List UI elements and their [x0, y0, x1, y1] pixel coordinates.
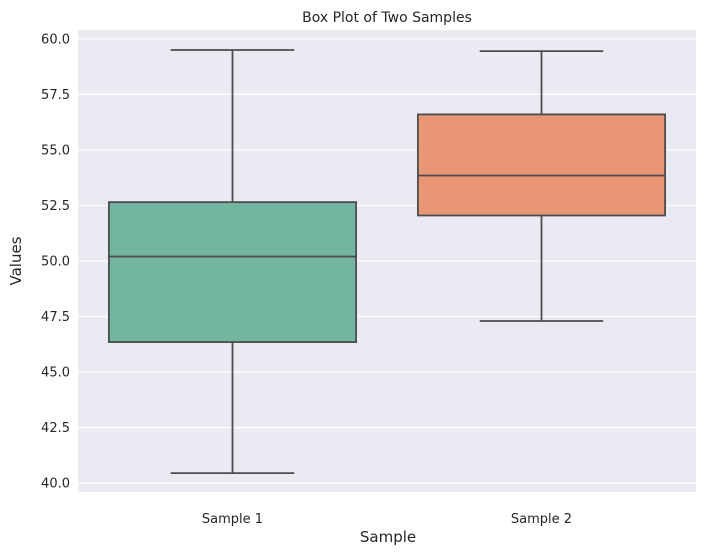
y-tick-label: 57.5 [41, 88, 70, 103]
y-tick-label: 55.0 [41, 143, 70, 158]
y-tick-label: 50.0 [41, 255, 70, 270]
box-group [416, 50, 666, 322]
x-tick-label: Sample 1 [202, 512, 263, 527]
y-tick-label: 47.5 [41, 310, 70, 325]
y-tick-label: 42.5 [41, 421, 70, 436]
boxes [108, 49, 666, 475]
y-tick-label: 52.5 [41, 199, 70, 214]
y-tick-label: 60.0 [41, 32, 70, 47]
y-tick-labels: 40.0 42.5 45.0 47.5 50.0 52.5 55.0 57.5 60.0 [41, 32, 70, 491]
y-tick-label: 45.0 [41, 366, 70, 381]
box-group [108, 49, 357, 475]
x-axis-title: Sample [360, 528, 416, 546]
box-iqr [416, 113, 666, 217]
x-tick-label: Sample 2 [511, 512, 572, 527]
x-tick-labels: Sample 1 Sample 2 [202, 512, 572, 527]
box-iqr [108, 201, 357, 343]
y-tick-label: 40.0 [41, 477, 70, 492]
chart-title: Box Plot of Two Samples [302, 10, 472, 26]
y-axis-title: Values [7, 236, 25, 285]
